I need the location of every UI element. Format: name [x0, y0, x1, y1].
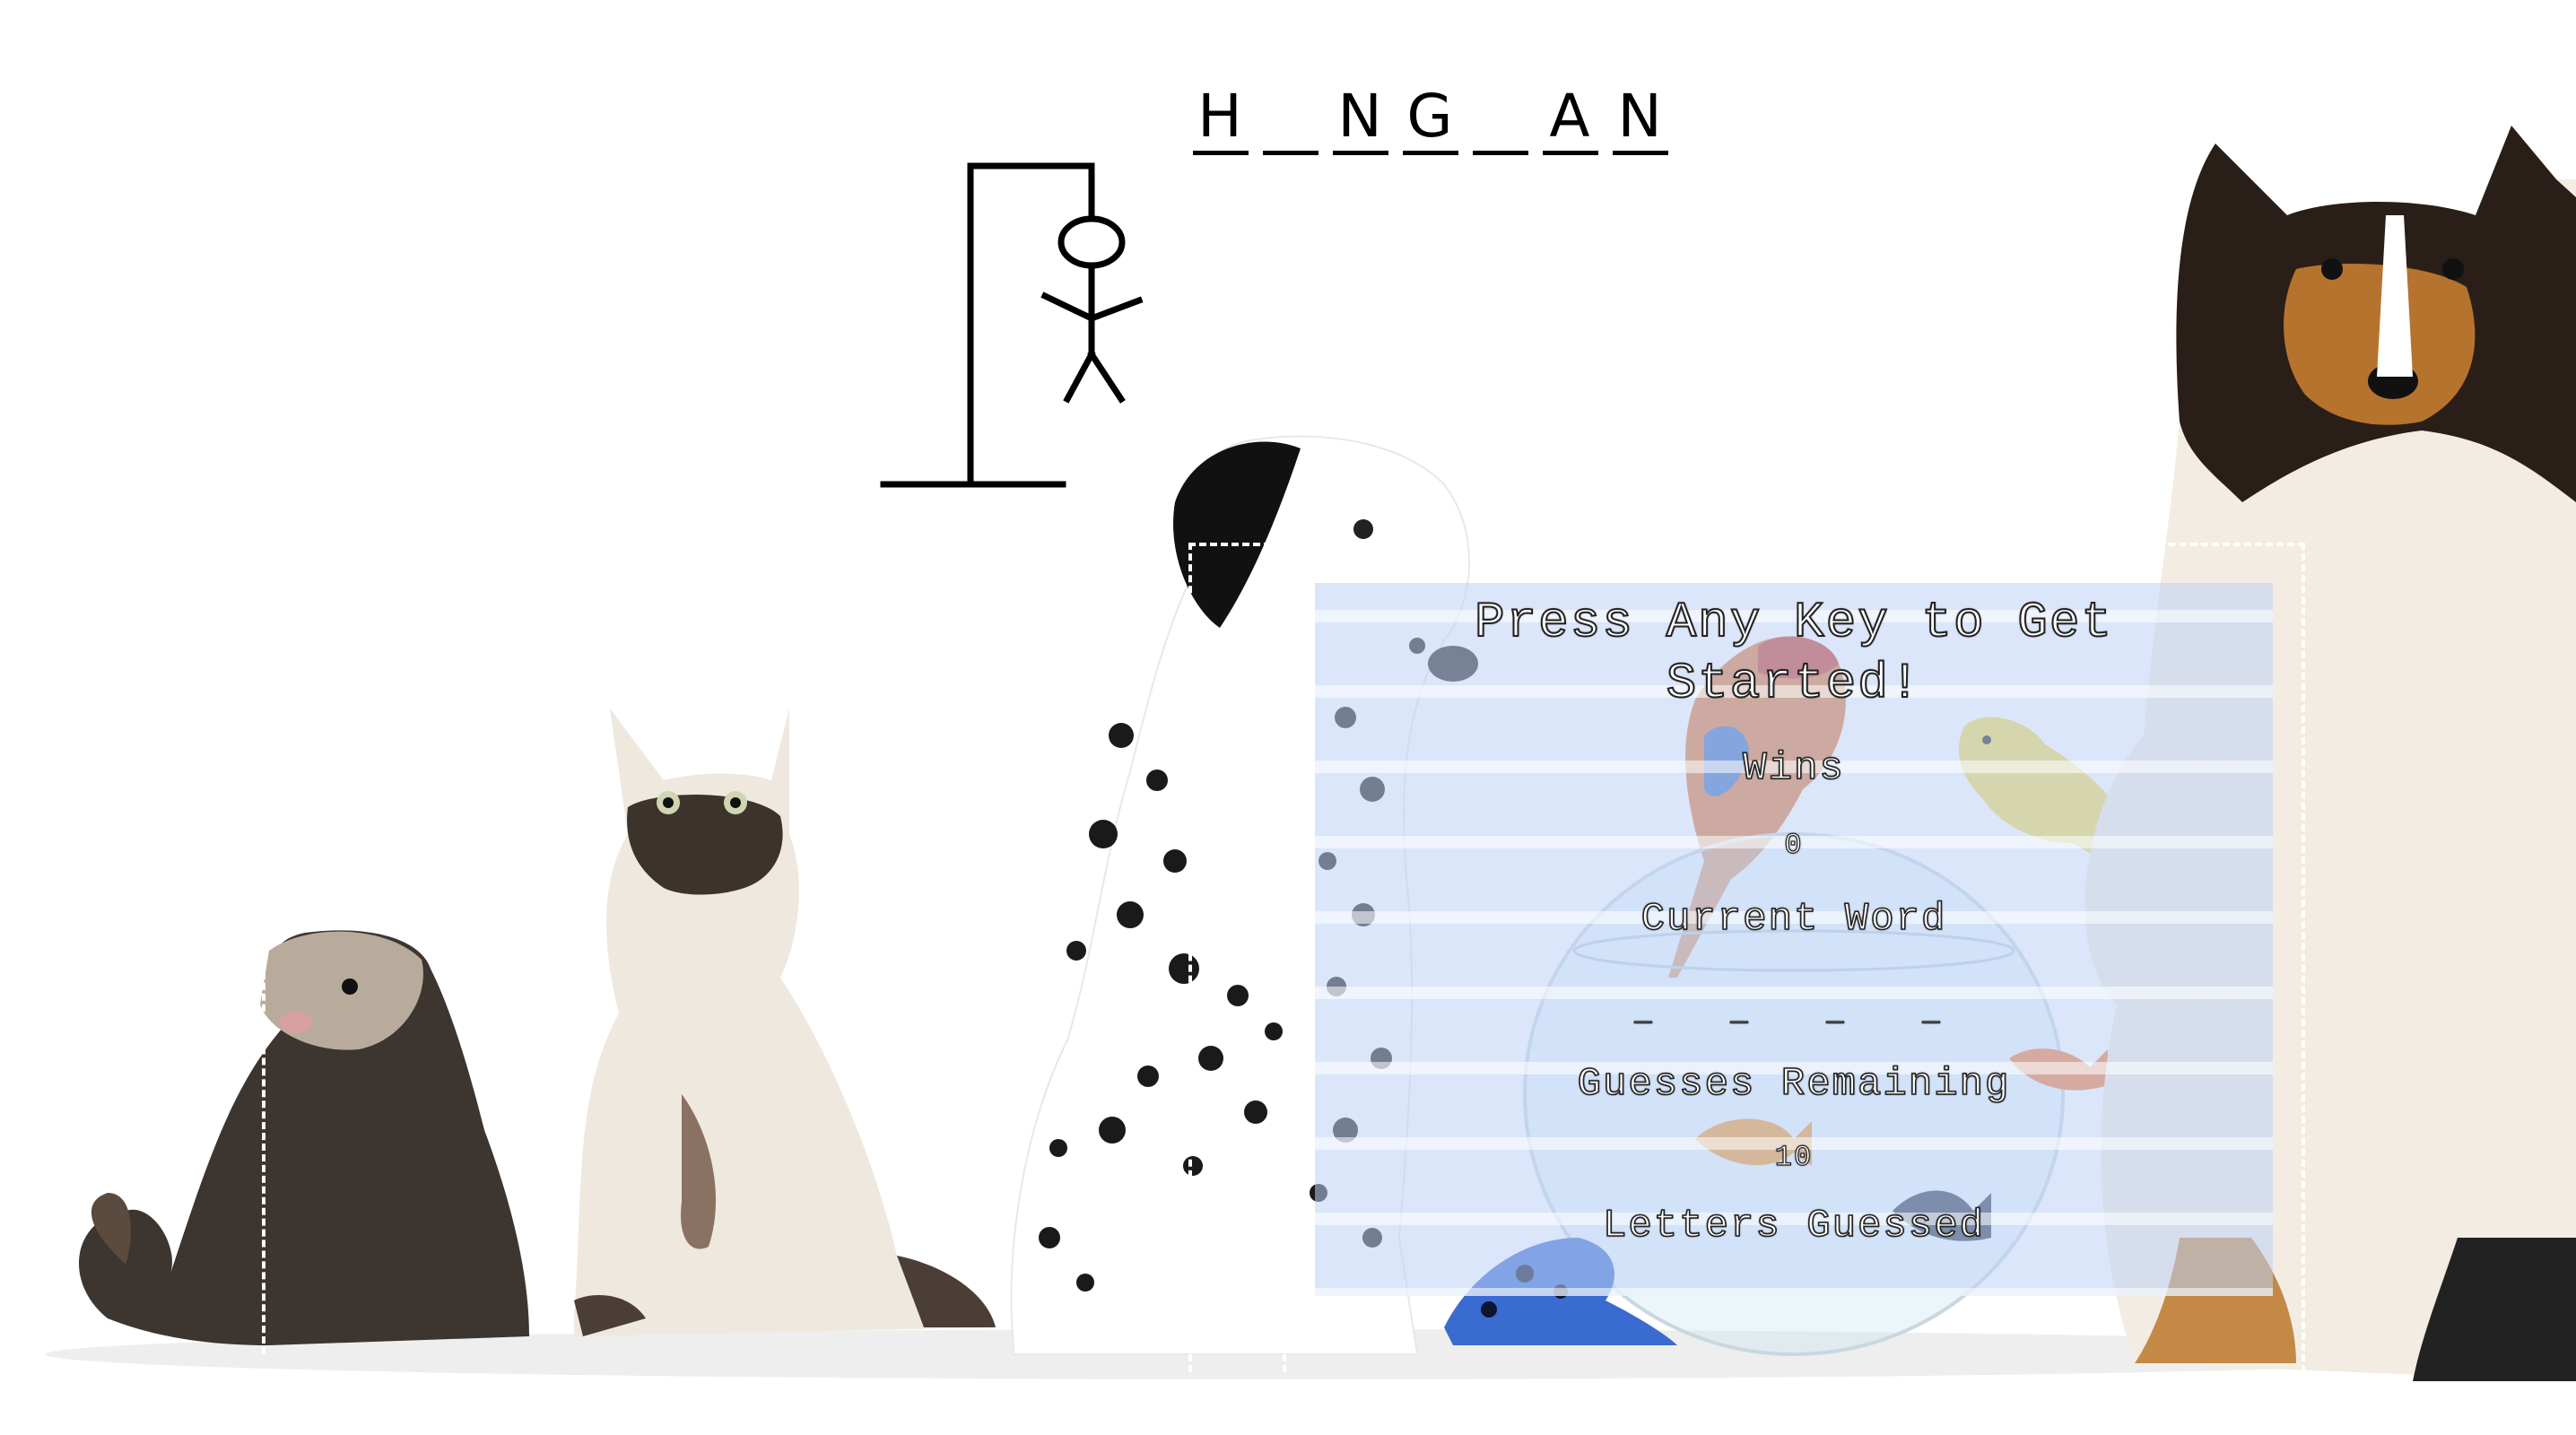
hangman-title-logo: H N G A N	[1193, 81, 1677, 161]
wins-label: Wins	[1742, 745, 1845, 792]
logo-letter: H	[1197, 82, 1242, 151]
guesses-remaining-label: Guesses Remaining	[1577, 1061, 2011, 1108]
word-blank: _	[1826, 995, 1846, 1029]
logo-letter: A	[1549, 82, 1590, 151]
letters-guessed-label: Letters Guessed	[1602, 1203, 1986, 1249]
guesses-remaining-value: 10	[1774, 1140, 1814, 1174]
logo-letter: G	[1406, 82, 1453, 151]
dashed-border-inner	[1283, 543, 2305, 1372]
dashed-border-left	[262, 951, 269, 1354]
word-blank: _	[1634, 995, 1654, 1029]
cat-image	[574, 709, 996, 1336]
word-blank: _	[1730, 995, 1750, 1029]
ferret-image	[78, 930, 530, 1345]
dashed-border-outer	[1188, 543, 2305, 1372]
start-prompt: Press Any Key to Get Started!	[1474, 593, 2114, 713]
current-word-label: Current Word	[1640, 896, 1947, 943]
logo-letter: N	[1617, 82, 1662, 151]
game-panel	[1315, 583, 2273, 1296]
logo-letter: N	[1337, 82, 1382, 151]
word-blank: _	[1922, 995, 1942, 1029]
hangman-gallows-icon	[880, 162, 1144, 488]
wins-value: 0	[1784, 828, 1804, 862]
